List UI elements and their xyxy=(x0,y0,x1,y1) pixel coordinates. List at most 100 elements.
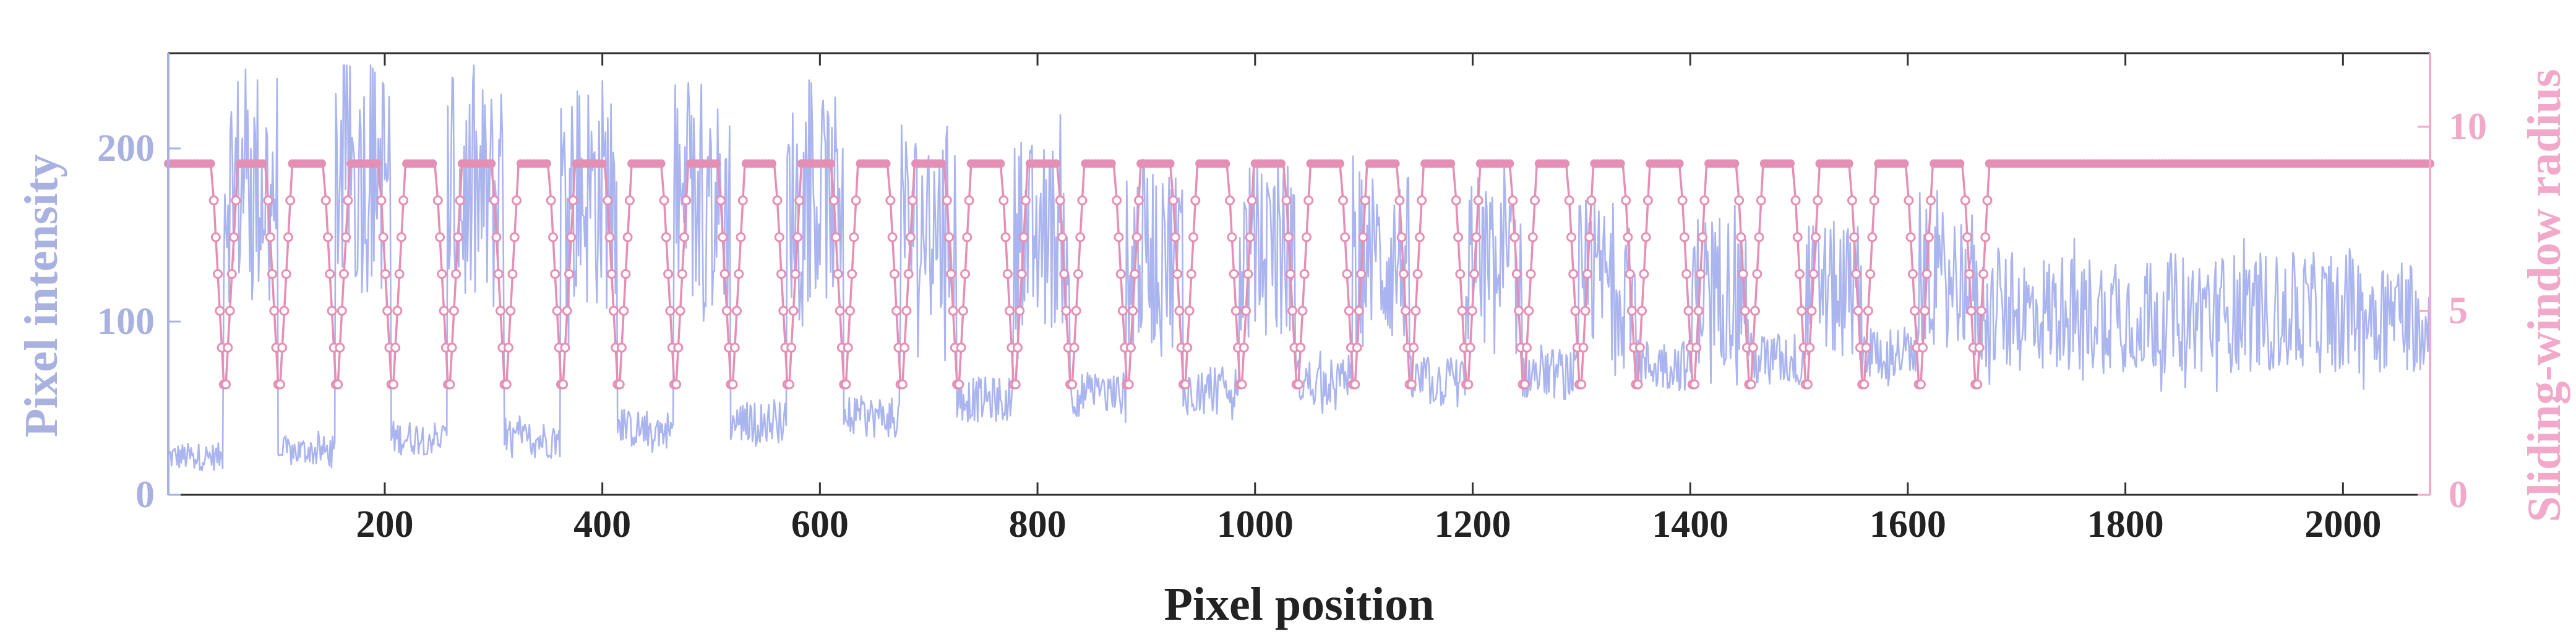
x-tick-label: 1600 xyxy=(1870,503,1946,546)
radius-marker xyxy=(665,306,676,316)
radius-marker xyxy=(1734,195,1745,205)
radius-marker xyxy=(1125,343,1136,353)
radius-marker xyxy=(1740,306,1750,316)
radius-marker xyxy=(1123,379,1134,390)
radius-marker xyxy=(718,232,728,242)
radius-marker xyxy=(275,379,285,390)
radius-marker xyxy=(998,195,1009,205)
radius-marker xyxy=(1637,306,1647,316)
radius-marker xyxy=(372,159,382,168)
radius-marker xyxy=(1396,232,1407,242)
radius-marker xyxy=(1679,232,1689,242)
radius-marker xyxy=(1016,269,1027,279)
radius-marker xyxy=(1530,195,1540,205)
radius-marker xyxy=(333,379,343,390)
radius-marker xyxy=(1797,306,1807,316)
radius-marker xyxy=(1853,306,1863,316)
radius-marker xyxy=(1642,195,1653,205)
radius-marker xyxy=(1277,159,1286,168)
radius-marker xyxy=(1281,195,1292,205)
radius-marker xyxy=(285,195,296,205)
radius-marker xyxy=(281,269,291,279)
radius-marker xyxy=(1921,269,1932,279)
radius-marker xyxy=(964,195,974,205)
intensity-series-layer xyxy=(168,64,2430,471)
radius-marker xyxy=(398,195,409,205)
radius-marker xyxy=(1473,195,1483,205)
radius-marker xyxy=(543,159,551,168)
radius-marker xyxy=(1302,232,1312,242)
radius-marker xyxy=(1962,232,1973,242)
radius-marker xyxy=(560,343,570,353)
radius-marker xyxy=(1286,269,1295,279)
radius-marker xyxy=(435,232,445,242)
radius-marker xyxy=(1578,343,1589,353)
radius-marker xyxy=(1625,269,1635,279)
radius-series-layer xyxy=(164,159,2434,390)
radius-marker xyxy=(1166,159,1175,168)
radius-marker xyxy=(661,232,671,242)
radius-marker xyxy=(225,306,235,316)
radius-marker xyxy=(794,195,805,205)
radius-marker xyxy=(566,232,577,242)
radius-marker xyxy=(1188,232,1199,242)
radius-marker xyxy=(455,195,465,205)
radius-marker xyxy=(1340,232,1350,242)
radius-marker xyxy=(1077,195,1088,205)
radius-marker xyxy=(960,269,971,279)
radius-marker xyxy=(1511,269,1522,279)
x-axis-ticks: 200 400 600 800 1000 1200 1400 1600 1800 2000 xyxy=(356,53,2381,546)
radius-marker xyxy=(944,232,955,242)
radius-marker xyxy=(507,269,518,279)
radius-marker xyxy=(792,232,802,242)
radius-marker xyxy=(776,269,786,279)
right-y-tick-label: 10 xyxy=(2449,106,2487,148)
radius-marker xyxy=(1514,306,1524,316)
radius-marker xyxy=(1626,306,1637,316)
radius-marker xyxy=(1245,232,1255,242)
radius-marker xyxy=(1639,269,1649,279)
radius-marker xyxy=(1915,379,1926,390)
radius-marker xyxy=(1015,306,1025,316)
radius-marker xyxy=(1576,379,1587,390)
radius-marker xyxy=(1978,269,1989,279)
radius-marker xyxy=(327,306,337,316)
radius-marker xyxy=(1813,195,1823,205)
radius-marker xyxy=(1342,269,1352,279)
radius-marker xyxy=(1180,379,1191,390)
radius-marker xyxy=(937,159,947,168)
x-tick-label: 800 xyxy=(1009,503,1067,546)
radius-marker xyxy=(1130,269,1140,279)
radius-marker xyxy=(378,232,389,242)
radius-marker xyxy=(1247,195,1257,205)
radius-marker xyxy=(229,232,239,242)
radius-marker xyxy=(546,195,556,205)
radius-marker xyxy=(622,232,633,242)
left-y-tick-label: 0 xyxy=(135,474,155,516)
radius-marker xyxy=(1634,343,1645,353)
radius-marker xyxy=(1910,306,1920,316)
radius-marker xyxy=(1451,195,1461,205)
radius-marker xyxy=(568,195,578,205)
radius-marker xyxy=(1586,195,1597,205)
radius-marker xyxy=(620,269,631,279)
radius-marker xyxy=(1865,269,1876,279)
radius-marker xyxy=(1294,379,1303,390)
radius-marker xyxy=(1356,269,1367,279)
radius-marker xyxy=(325,269,335,279)
radius-marker xyxy=(1067,379,1078,390)
radius-marker xyxy=(1918,343,1928,353)
radius-marker xyxy=(946,269,956,279)
radius-marker xyxy=(1966,306,1977,316)
radius-marker xyxy=(428,159,437,168)
radius-marker xyxy=(380,269,390,279)
radius-marker xyxy=(1509,232,1520,242)
radius-marker xyxy=(1960,195,1970,205)
left-y-axis-title: Pixel intensity xyxy=(15,154,67,437)
radius-marker xyxy=(1338,195,1348,205)
radius-marker xyxy=(1243,269,1253,279)
radius-marker xyxy=(323,232,333,242)
radius-marker xyxy=(1229,269,1239,279)
radius-marker xyxy=(899,343,910,353)
